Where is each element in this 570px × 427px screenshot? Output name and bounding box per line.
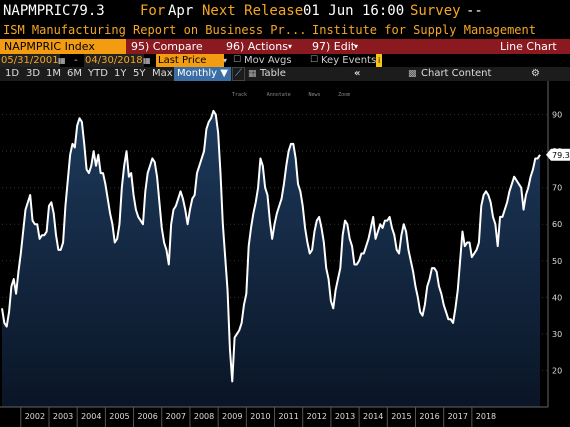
- actions-button[interactable]: 96) Actions: [226, 40, 288, 53]
- chevron-down-icon[interactable]: ▾: [354, 42, 359, 51]
- collapse-icon[interactable]: «: [354, 68, 361, 79]
- series-line: [1, 109, 541, 383]
- table-button[interactable]: Table: [260, 68, 286, 79]
- period-max[interactable]: Max: [152, 68, 173, 79]
- period-1m[interactable]: 1M: [46, 68, 61, 79]
- x-tick-label: 2012: [307, 412, 327, 421]
- frequency-select[interactable]: Monthly ▼: [174, 67, 231, 81]
- edit-button[interactable]: 97) Edit: [312, 40, 356, 53]
- period-5y[interactable]: 5Y: [133, 68, 146, 79]
- annotation-toolbar: Track Annotate News Zoom: [232, 81, 350, 98]
- period-6m[interactable]: 6M: [67, 68, 82, 79]
- tool-annotate[interactable]: Annotate: [266, 92, 291, 98]
- chevron-down-icon[interactable]: ▾: [223, 56, 228, 65]
- table-icon[interactable]: ▦: [248, 69, 257, 79]
- y-tick-label: 30: [552, 330, 562, 339]
- x-tick-label: 2014: [363, 412, 383, 421]
- y-tick-label: 40: [552, 293, 562, 302]
- x-tick-label: 2017: [448, 412, 468, 421]
- info-icon[interactable]: i: [376, 54, 383, 67]
- security-description: ISM Manufacturing Report on Business Pr.…: [3, 23, 307, 37]
- options-row: 05/31/2001 ▦ - 04/30/2018 ▦ Last Price ▾…: [0, 54, 570, 67]
- tool-track[interactable]: Track: [232, 92, 248, 98]
- x-axis: 2002 2003 2004 2005 2006 2007 2008 2009 2010 2011…: [0, 406, 548, 427]
- chart-content-button[interactable]: Chart Content: [421, 68, 492, 79]
- x-tick-label: 2003: [53, 412, 73, 421]
- survey-label: Survey: [410, 3, 461, 19]
- x-tick-label: 2006: [137, 412, 157, 421]
- chevron-down-icon[interactable]: ▾: [288, 42, 293, 51]
- subtitle-row: ISM Manufacturing Report on Business Pr.…: [0, 22, 570, 39]
- gear-icon[interactable]: ⚙: [531, 68, 540, 79]
- x-tick-label: 2002: [25, 412, 45, 421]
- ticker-label: NAPMPRIC: [3, 3, 71, 19]
- last-value-tag-bg: [546, 148, 570, 161]
- period-1d[interactable]: 1D: [5, 68, 20, 79]
- next-release-value: 01 Jun 16:00: [303, 3, 405, 19]
- period-1y[interactable]: 1Y: [114, 68, 127, 79]
- tool-zoom[interactable]: Zoom: [338, 92, 351, 98]
- date-separator: -: [74, 55, 78, 66]
- x-tick-label: 2010: [250, 412, 270, 421]
- period-3d[interactable]: 3D: [26, 68, 41, 79]
- period-ytd[interactable]: YTD: [88, 68, 108, 79]
- start-date-field[interactable]: 05/31/2001: [0, 54, 60, 67]
- x-tick-label: 2018: [476, 412, 496, 421]
- index-tab[interactable]: NAPMPRIC Index: [0, 39, 126, 54]
- survey-value: --: [466, 3, 483, 19]
- y-tick-label: 90: [552, 111, 562, 120]
- compare-button[interactable]: 95) Compare: [131, 40, 203, 53]
- y-tick-label: 50: [552, 257, 562, 266]
- chart-type-label[interactable]: Line Chart: [500, 40, 557, 53]
- header-row: NAPMPRIC 79.3 For Apr Next Release 01 Ju…: [0, 0, 570, 22]
- last-value-tag-text: 79.3: [552, 151, 570, 160]
- area-fill: [2, 110, 540, 408]
- y-axis: 2030405060708090: [547, 81, 562, 407]
- mov-avgs-toggle[interactable]: Mov Avgs: [244, 55, 292, 66]
- toolbar-row: 1D 3D 1M 6M YTD 1Y 5Y Max Monthly ▼ ⟋ ▦ …: [0, 67, 570, 81]
- x-tick-label: 2015: [391, 412, 411, 421]
- last-value-tag: 79.3: [546, 148, 570, 161]
- calendar-icon[interactable]: ▦: [58, 56, 66, 65]
- x-tick-label: 2004: [81, 412, 101, 421]
- checkbox-icon[interactable]: ☐: [233, 55, 242, 65]
- frequency-label: Monthly: [177, 68, 218, 79]
- price-chart[interactable]: 2030405060708090 20022003200420052006200…: [0, 81, 570, 427]
- line-chart-icon[interactable]: ⟋: [232, 67, 245, 81]
- checkbox-icon[interactable]: ☐: [310, 55, 319, 65]
- key-events-toggle[interactable]: Key Events: [321, 55, 377, 66]
- for-label: For: [140, 3, 166, 19]
- y-tick-label: 20: [552, 366, 562, 375]
- field-select[interactable]: Last Price: [156, 54, 224, 67]
- tool-news[interactable]: News: [308, 92, 321, 98]
- x-tick-label: 2016: [419, 412, 439, 421]
- calendar-icon[interactable]: ▦: [143, 56, 151, 65]
- last-value: 79.3: [71, 3, 105, 19]
- x-tick-label: 2007: [166, 412, 186, 421]
- x-tick-label: 2008: [194, 412, 214, 421]
- source-name: Institute for Supply Management: [312, 23, 536, 37]
- y-tick-label: 60: [552, 220, 562, 229]
- x-tick-label: 2013: [335, 412, 355, 421]
- chart-content-icon[interactable]: ▩: [408, 69, 417, 79]
- y-tick-label: 70: [552, 184, 562, 193]
- for-value: Apr: [168, 3, 194, 19]
- x-tick-label: 2011: [278, 412, 298, 421]
- menu-bar: NAPMPRIC Index 95) Compare 96) Actions ▾…: [0, 39, 570, 54]
- x-tick-label: 2005: [109, 412, 129, 421]
- next-release-label: Next Release: [202, 3, 304, 19]
- end-date-field[interactable]: 04/30/2018: [84, 54, 144, 67]
- x-tick-label: 2009: [222, 412, 242, 421]
